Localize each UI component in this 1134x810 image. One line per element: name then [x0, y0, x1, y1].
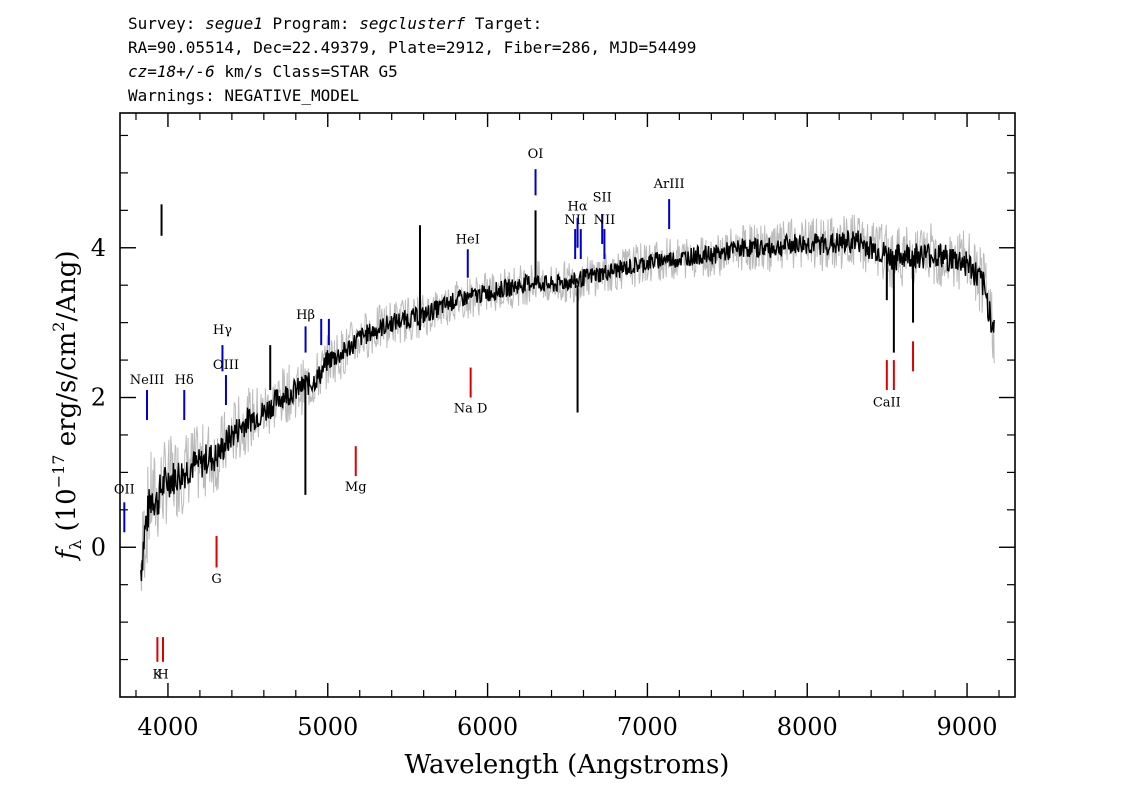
- redshift-value: cz=18+/-6: [128, 62, 215, 81]
- absorption-line-label-3: Mg: [345, 480, 367, 495]
- x-tick-label: 5000: [297, 713, 358, 741]
- emission-line-label-1: NeIII: [130, 373, 164, 388]
- absorption-line-label-5: CaII: [873, 395, 901, 410]
- x-axis-label: Wavelength (Angstroms): [405, 750, 730, 780]
- class-value: km/s Class=STAR G5: [214, 62, 398, 81]
- header-line-survey: Survey: segue1 Program: segclusterf Targ…: [128, 12, 696, 36]
- x-tick-label: 8000: [777, 713, 838, 741]
- spectrum-header: Survey: segue1 Program: segclusterf Targ…: [128, 12, 696, 108]
- y-tick-label: 4: [91, 234, 106, 262]
- y-label-exp2: 2: [49, 322, 68, 332]
- target-label: Target:: [465, 14, 543, 33]
- plot-frame: [119, 112, 1016, 698]
- emission-line-label-13: SII: [593, 190, 612, 205]
- emission-line-label-10: NII: [564, 213, 586, 228]
- x-tick-label: 6000: [457, 713, 518, 741]
- absorption-line-label-2: G: [211, 572, 221, 587]
- header-line-warnings: Warnings: NEGATIVE_MODEL: [128, 86, 360, 105]
- program-label: Program:: [262, 14, 360, 33]
- y-axis-label: fλ (10−17 erg/s/cm2/Ang): [49, 250, 85, 561]
- absorption-line-label-0: K: [153, 667, 163, 682]
- y-label-exp: −17: [49, 455, 68, 489]
- emission-line-label-5: Hβ: [296, 308, 315, 323]
- x-tick-label: 9000: [937, 713, 998, 741]
- y-tick-label: 0: [91, 533, 106, 561]
- header-line-class: cz=18+/-6 km/s Class=STAR G5: [128, 60, 696, 84]
- header-line-coords: RA=90.05514, Dec=22.49379, Plate=2912, F…: [128, 38, 697, 57]
- y-tick-label: 2: [91, 384, 106, 412]
- survey-value: segue1: [205, 14, 263, 33]
- emission-line-label-8: HeI: [456, 232, 480, 247]
- x-tick-label: 7000: [617, 713, 678, 741]
- flux-layer: [140, 204, 995, 582]
- x-tick-label: 4000: [137, 713, 198, 741]
- emission-line-label-9: OI: [528, 147, 544, 162]
- flux-series-line: [140, 230, 995, 582]
- y-label-pre: (10: [52, 488, 82, 540]
- emission-line-label-4: OIII: [213, 358, 239, 373]
- absorption-line-label-1: H: [157, 667, 168, 682]
- axis-ticks-layer: 4000 5000 6000 7000 8000 9000 0 2 4: [91, 113, 1015, 741]
- absorption-line-label-4: Na D: [454, 401, 488, 416]
- y-label-post: /Ang): [52, 250, 82, 321]
- survey-label: Survey:: [128, 14, 206, 33]
- emission-line-label-11: Hα: [568, 199, 588, 214]
- emission-line-label-14: NII: [594, 213, 616, 228]
- y-label-sub: λ: [66, 540, 85, 550]
- y-label-mid: erg/s/cm: [52, 332, 82, 455]
- emission-line-label-0: OII: [114, 482, 135, 497]
- emission-line-label-2: Hδ: [175, 373, 194, 388]
- program-value: segclusterf: [359, 14, 466, 33]
- emission-line-label-15: ArIII: [653, 177, 685, 192]
- emission-line-label-3: Hγ: [213, 323, 232, 338]
